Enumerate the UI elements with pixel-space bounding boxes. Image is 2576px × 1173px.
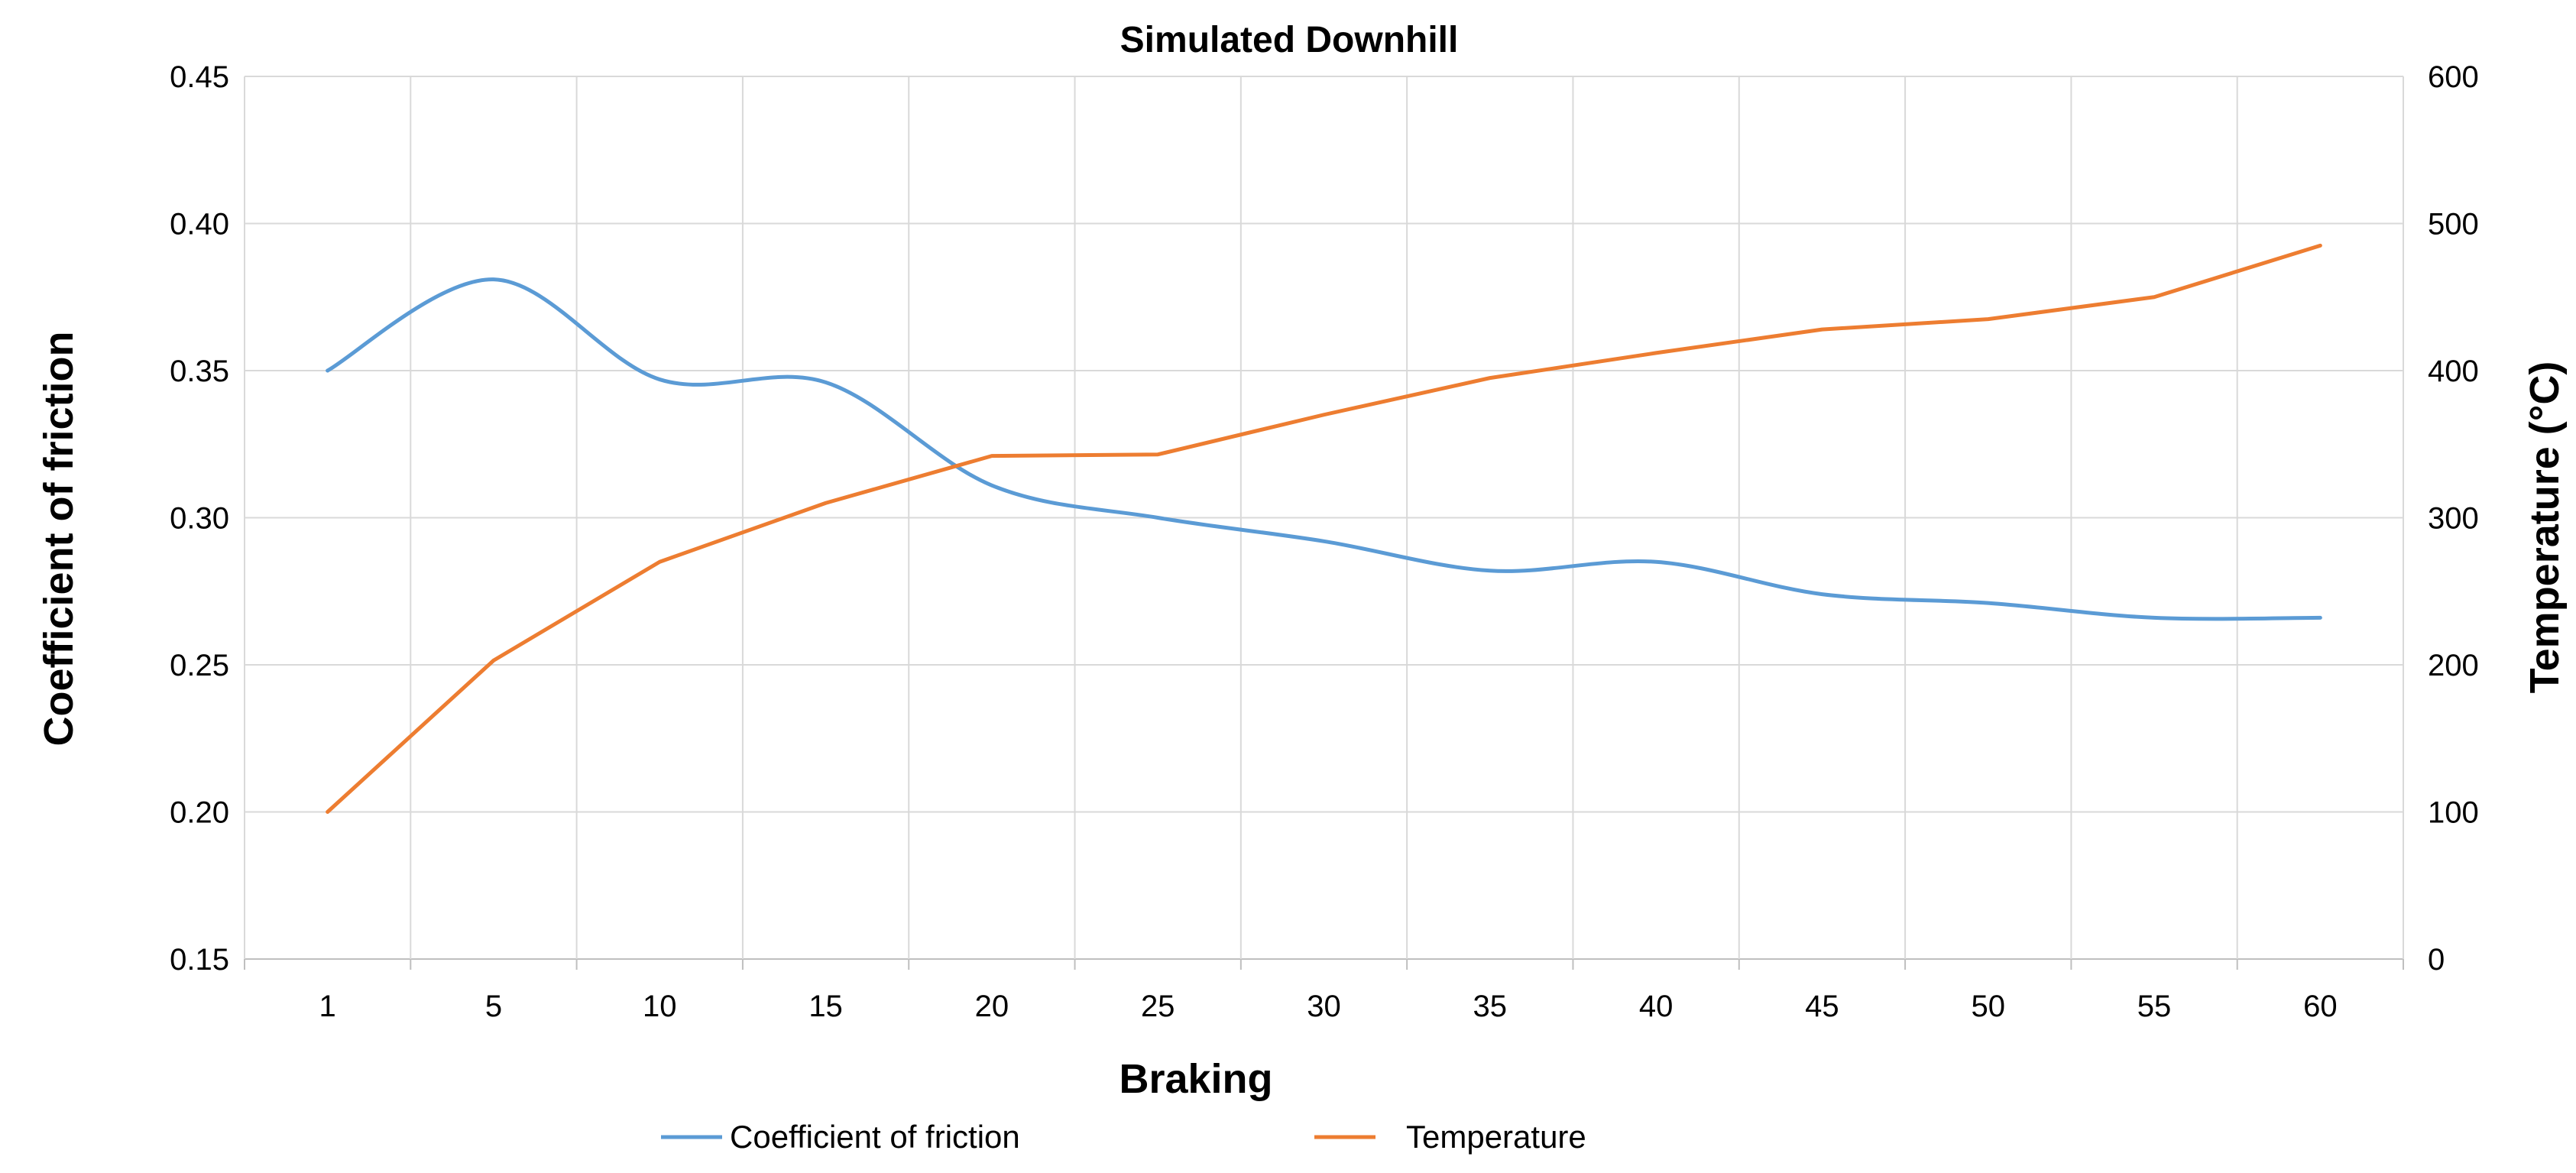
y2-tick-label: 500 xyxy=(2428,208,2479,241)
x-tick-label: 30 xyxy=(1307,990,1341,1023)
gridlines xyxy=(244,76,2404,960)
x-tick-label: 15 xyxy=(808,990,843,1023)
y2-tick-label: 300 xyxy=(2428,502,2479,536)
y-tick-label: 0.15 xyxy=(170,943,229,977)
x-tick-label: 1 xyxy=(319,990,336,1023)
legend-label-coefficient-of-friction: Coefficient of friction xyxy=(730,1119,1020,1155)
series-lines xyxy=(326,243,2322,814)
y-tick-label: 0.40 xyxy=(170,208,229,241)
y2-axis-title: Temperature (°C) xyxy=(2522,361,2568,694)
y-tick-label: 0.45 xyxy=(170,60,229,94)
x-tick-label: 5 xyxy=(485,990,502,1023)
x-tick-label: 40 xyxy=(1639,990,1674,1023)
y2-tick-label: 600 xyxy=(2428,60,2479,94)
x-axis-title: Braking xyxy=(1119,1056,1272,1102)
y2-tick-label: 200 xyxy=(2428,649,2479,682)
y-tick-label: 0.20 xyxy=(170,796,229,830)
legend: Coefficient of friction Temperature xyxy=(661,1119,1586,1155)
x-tick-label: 35 xyxy=(1473,990,1508,1023)
x-tick-label: 10 xyxy=(643,990,677,1023)
x-tick-label: 25 xyxy=(1141,990,1175,1023)
y-tick-label: 0.30 xyxy=(170,502,229,536)
y-axis-title: Coefficient of friction xyxy=(36,332,82,747)
series-line-coefficient-of-friction xyxy=(326,277,2322,621)
x-tick-label: 20 xyxy=(975,990,1009,1023)
x-tick-label: 50 xyxy=(1971,990,2005,1023)
axes: 0.15 0.20 0.25 0.30 0.35 0.40 0.45 0 100 200 300 40… xyxy=(170,60,2479,1023)
y-tick-label: 0.25 xyxy=(170,649,229,682)
chart-title: Simulated Downhill xyxy=(1120,20,1459,60)
x-tick-label: 45 xyxy=(1805,990,1839,1023)
x-tick-label: 60 xyxy=(2303,990,2338,1023)
y2-tick-label: 400 xyxy=(2428,355,2479,388)
x-tick-label: 55 xyxy=(2137,990,2172,1023)
series-line-temperature xyxy=(326,243,2322,814)
legend-label-temperature: Temperature xyxy=(1406,1119,1586,1155)
y-tick-label: 0.35 xyxy=(170,355,229,388)
y2-tick-label: 0 xyxy=(2428,943,2445,977)
y2-tick-label: 100 xyxy=(2428,796,2479,830)
